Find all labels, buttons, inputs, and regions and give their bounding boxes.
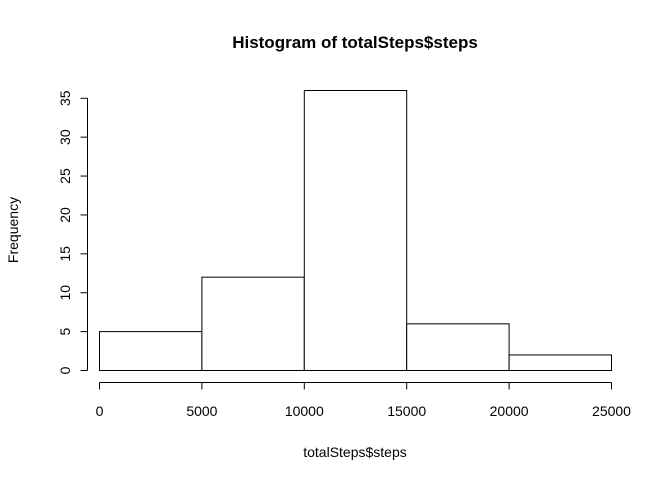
x-tick-label-5: 25000 [592, 403, 631, 419]
y-axis: 0 5 10 15 20 25 30 35 [57, 90, 88, 374]
y-tick-label-5: 25 [57, 168, 73, 184]
histogram-bar-0 [99, 331, 203, 372]
histogram-bar-2 [303, 90, 408, 371]
y-tick-label-2: 10 [57, 285, 73, 301]
x-tick-label-0: 0 [96, 403, 104, 419]
x-tick-label-4: 20000 [490, 403, 529, 419]
x-axis: 0 5000 10000 15000 20000 25000 [96, 382, 631, 419]
histogram-bar-3 [406, 323, 510, 372]
y-axis-label: Frequency [5, 197, 21, 263]
y-tick-label-1: 5 [57, 328, 73, 336]
x-axis-label: totalSteps$steps [303, 444, 407, 460]
bars-group [99, 90, 613, 372]
y-tick-label-4: 20 [57, 207, 73, 223]
y-tick-label-7: 35 [57, 90, 73, 106]
chart-title: Histogram of totalSteps$steps [232, 33, 478, 52]
y-tick-label-3: 15 [57, 246, 73, 262]
y-tick-label-6: 30 [57, 129, 73, 145]
x-tick-label-2: 10000 [285, 403, 324, 419]
y-tick-label-0: 0 [57, 366, 73, 374]
histogram-bar-4 [508, 354, 613, 372]
x-tick-label-3: 15000 [387, 403, 426, 419]
x-tick-label-1: 5000 [186, 403, 217, 419]
histogram-bar-1 [201, 276, 305, 371]
